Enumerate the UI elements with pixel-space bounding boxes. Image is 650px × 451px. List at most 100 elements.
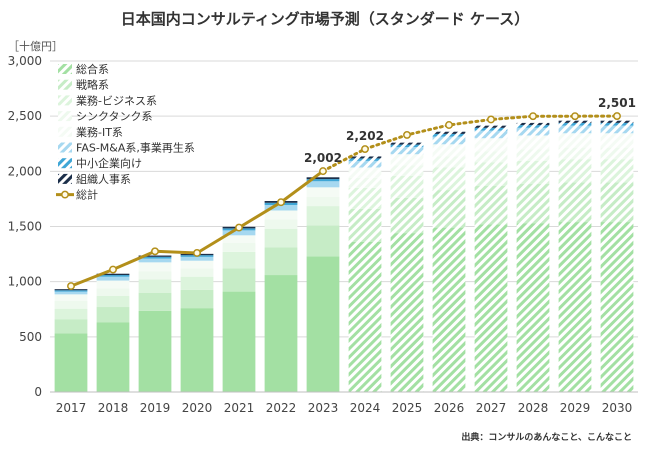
bar-segment — [96, 288, 130, 297]
bar-segment — [96, 307, 130, 323]
bar-segment — [138, 271, 172, 280]
bar-segment — [180, 289, 214, 309]
x-tick-label: 2028 — [518, 401, 549, 415]
bar-segment — [558, 147, 592, 160]
x-tick-label: 2021 — [224, 401, 255, 415]
total-point — [193, 249, 201, 257]
bar-segment — [264, 247, 298, 276]
bar-segment — [264, 275, 298, 392]
legend-swatch — [58, 111, 72, 122]
bar-segment — [390, 144, 424, 148]
bar-segment — [180, 308, 214, 392]
bar-segment — [348, 208, 382, 242]
bar-segment — [432, 144, 466, 157]
bar-segment — [516, 184, 550, 224]
bar-segment — [222, 230, 256, 236]
bar-segment — [390, 147, 424, 155]
bar-segment — [432, 190, 466, 228]
legend-swatch — [61, 190, 69, 199]
bar-segment — [516, 135, 550, 150]
legend-swatch — [58, 173, 72, 184]
bar-segment — [390, 154, 424, 166]
legend-label: 組織人事系 — [76, 173, 131, 186]
bar-segment — [432, 156, 466, 168]
bar-segment — [348, 156, 382, 159]
bar-segment — [96, 273, 130, 276]
bar-segment — [96, 275, 130, 277]
total-point — [445, 121, 453, 129]
x-tick-label: 2029 — [560, 401, 591, 415]
bar-segment — [600, 222, 634, 392]
y-tick-label: 500 — [19, 330, 42, 344]
bar-segment — [96, 276, 130, 281]
bar-segment — [390, 165, 424, 176]
total-point — [319, 167, 327, 176]
y-tick-label: 2,000 — [8, 164, 42, 178]
bar-segment — [96, 280, 130, 289]
bar-segment — [390, 175, 424, 198]
total-point — [529, 112, 537, 121]
total-line-forecast — [321, 114, 619, 173]
chart-title: 日本国内コンサルティング市場予測（スタンダード ケース） — [120, 10, 530, 28]
x-tick-label: 2030 — [602, 401, 633, 415]
bar-segment — [474, 127, 508, 131]
bar-segment — [54, 291, 88, 295]
x-tick-label: 2026 — [434, 401, 465, 415]
bar-segment — [222, 235, 256, 244]
bar-segment — [306, 177, 340, 180]
legend-label: 業務-ビジネス系 — [76, 93, 157, 107]
bar-segment — [474, 125, 508, 128]
bar-segment — [432, 136, 466, 145]
bar-segment — [54, 308, 88, 320]
bar-segment — [264, 204, 298, 211]
bar-segment — [348, 177, 382, 188]
bar-segment — [432, 133, 466, 137]
bar-segment — [474, 224, 508, 392]
x-tick-label: 2020 — [182, 401, 213, 415]
bar-segment — [306, 206, 340, 226]
bar-segment — [558, 120, 592, 123]
bar-segment — [96, 322, 130, 392]
bar-segment — [138, 279, 172, 293]
y-tick-label: 1,500 — [8, 220, 42, 234]
bar-segment — [390, 142, 424, 145]
x-tick-label: 2019 — [140, 401, 171, 415]
bar-segment — [432, 167, 466, 191]
bar-segment — [138, 256, 172, 259]
bar-segment — [180, 260, 214, 269]
x-tick-label: 2023 — [308, 401, 339, 415]
bar-segment — [96, 296, 130, 308]
legend-swatch — [58, 95, 72, 106]
bar-segment — [516, 160, 550, 185]
x-tick-label: 2017 — [56, 401, 87, 415]
total-point — [613, 112, 621, 121]
bar-segment — [558, 159, 592, 183]
bar-segment — [306, 196, 340, 207]
total-point — [361, 145, 369, 153]
bar-segment — [306, 181, 340, 188]
bar-segment — [600, 133, 634, 148]
bar-segment — [306, 179, 340, 182]
legend-label: 総計 — [76, 188, 98, 202]
bar-segment — [222, 291, 256, 392]
total-point — [235, 223, 243, 232]
legend-label: 総合系 — [76, 62, 109, 76]
bar-segment — [516, 122, 550, 126]
x-tick-label: 2024 — [350, 401, 381, 415]
bar-segment — [180, 268, 214, 277]
bar-segment — [306, 187, 340, 197]
bar-segment — [390, 233, 424, 392]
legend-swatch — [58, 158, 72, 169]
legend-swatch — [58, 126, 72, 137]
bar-segment — [600, 159, 634, 183]
bar-segment — [138, 255, 172, 257]
bar-segment — [432, 131, 466, 134]
bar-segment — [600, 122, 634, 126]
bar-segment — [348, 167, 382, 178]
bar-segment — [558, 133, 592, 148]
source-note: 出典：コンサルのあんなこと、こんなこと — [461, 433, 632, 443]
y-axis-unit: ［十億円］ — [8, 40, 63, 53]
bar-segment — [54, 319, 88, 334]
bar-segment — [516, 127, 550, 136]
bar-segment — [600, 182, 634, 223]
